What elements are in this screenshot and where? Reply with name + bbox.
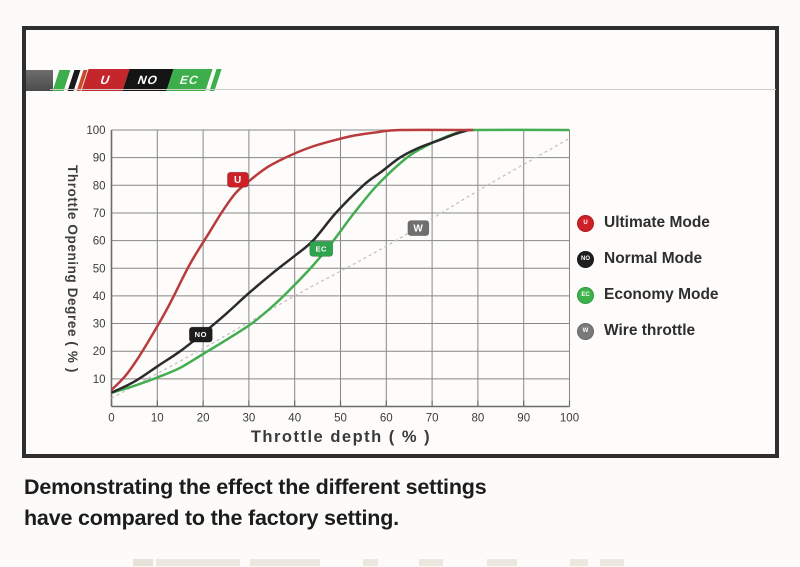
- curve-ultimate-mode: [110, 128, 474, 391]
- throttle-curves-chart: U NO EC W 0 10 20 30 40 50 60 70 80 90 100 10 20 30 40 50 60…: [86, 125, 579, 425]
- ultimate-mode-dot-icon: U: [577, 214, 594, 232]
- svg-text:40: 40: [288, 413, 301, 425]
- svg-text:80: 80: [472, 413, 485, 425]
- x-axis-label: Throttle depth ( % ): [250, 428, 432, 446]
- bottom-crop-dash: [250, 559, 320, 566]
- svg-text:100: 100: [560, 413, 579, 425]
- bottom-crop-dash: [570, 559, 588, 566]
- economy-mode-dot-icon: EC: [577, 286, 594, 304]
- axes: [110, 130, 571, 408]
- content-frame: [22, 26, 779, 458]
- svg-text:30: 30: [93, 319, 106, 331]
- banner-underline: [50, 89, 776, 90]
- svg-text:50: 50: [93, 263, 106, 275]
- curve-badge-w: W: [407, 220, 430, 237]
- legend: U Ultimate Mode NO Normal Mode EC Econom…: [577, 205, 719, 349]
- legend-item-ultimate: U Ultimate Mode: [577, 205, 719, 241]
- svg-text:W: W: [413, 223, 423, 234]
- tick-labels: 0 10 20 30 40 50 60 70 80 90 100 10 20 30 40 50 60 70 80 90…: [86, 125, 579, 425]
- legend-item-economy: EC Economy Mode: [577, 277, 719, 313]
- curve-wire-throttle: [111, 137, 570, 399]
- caption-line-1: Demonstrating the effect the different s…: [24, 475, 487, 499]
- bottom-crop-dash: [419, 559, 443, 566]
- banner-gray-bar: [26, 70, 53, 91]
- legend-dot-mark: U: [583, 220, 588, 226]
- legend-dot-mark: EC: [581, 292, 590, 298]
- svg-text:10: 10: [151, 413, 164, 425]
- legend-label: Ultimate Mode: [604, 214, 710, 231]
- wire-throttle-dot-icon: W: [577, 322, 594, 340]
- svg-text:90: 90: [517, 413, 530, 425]
- svg-text:NO: NO: [195, 330, 207, 339]
- bottom-crop-dash: [156, 559, 240, 566]
- svg-text:60: 60: [380, 413, 393, 425]
- bottom-crop-dash: [133, 559, 153, 566]
- svg-text:30: 30: [243, 413, 256, 425]
- svg-text:40: 40: [93, 291, 106, 303]
- legend-label: Wire throttle: [604, 322, 696, 339]
- normal-mode-dot-icon: NO: [577, 250, 594, 268]
- legend-dot-mark: W: [582, 328, 589, 334]
- bottom-crop-dash: [600, 559, 624, 566]
- y-axis-label: Throttle Opening Degree ( % ): [65, 165, 80, 373]
- svg-text:60: 60: [93, 236, 106, 248]
- legend-item-wire: W Wire throttle: [577, 313, 719, 349]
- svg-text:U: U: [234, 175, 242, 186]
- svg-text:90: 90: [93, 153, 106, 165]
- svg-text:100: 100: [86, 125, 105, 137]
- svg-text:50: 50: [334, 413, 347, 425]
- curve-badge-u: U: [227, 171, 249, 188]
- svg-text:80: 80: [93, 180, 106, 192]
- legend-label: Normal Mode: [604, 250, 703, 267]
- curve-normal-mode: [110, 128, 470, 394]
- bottom-crop-dash: [363, 559, 378, 566]
- grid-lines: [111, 129, 570, 407]
- curve-badge-no: NO: [188, 326, 213, 343]
- caption: Demonstrating the effect the different s…: [24, 472, 487, 534]
- legend-item-normal: NO Normal Mode: [577, 241, 719, 277]
- bottom-crop-dash: [487, 559, 517, 566]
- svg-text:20: 20: [197, 413, 210, 425]
- caption-line-2: have compared to the factory setting.: [24, 506, 399, 530]
- svg-text:70: 70: [93, 208, 106, 220]
- svg-text:10: 10: [93, 374, 106, 386]
- svg-text:70: 70: [426, 413, 439, 425]
- svg-text:20: 20: [93, 346, 106, 358]
- legend-label: Economy Mode: [604, 286, 719, 303]
- svg-text:0: 0: [108, 413, 114, 425]
- svg-text:EC: EC: [316, 244, 328, 253]
- legend-dot-mark: NO: [581, 256, 590, 262]
- curve-badge-ec: EC: [309, 241, 334, 257]
